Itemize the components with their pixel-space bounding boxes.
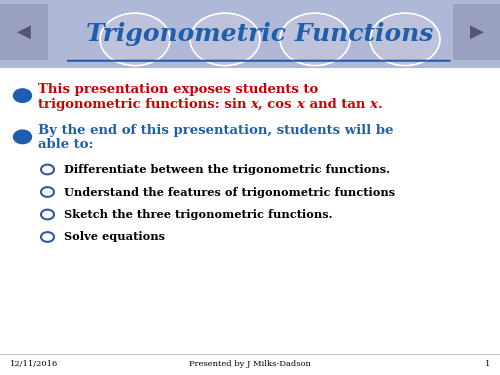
Text: Understand the features of trigonometric functions: Understand the features of trigonometric… [64,186,395,198]
Text: Differentiate between the trigonometric functions.: Differentiate between the trigonometric … [64,164,390,175]
Text: .: . [378,98,382,111]
Circle shape [100,13,170,66]
FancyBboxPatch shape [452,4,500,60]
Text: Trigonometric Functions: Trigonometric Functions [86,22,434,46]
Circle shape [280,13,350,66]
Circle shape [190,13,260,66]
Text: x: x [296,98,304,111]
Circle shape [14,130,32,144]
Text: This presentation exposes students to: This presentation exposes students to [38,83,318,96]
Text: , cos: , cos [258,98,296,111]
Text: and tan: and tan [304,98,370,111]
Text: trigonometric functions: sin: trigonometric functions: sin [38,98,250,111]
Text: Solve equations: Solve equations [64,231,165,243]
Text: able to:: able to: [38,138,93,151]
FancyBboxPatch shape [0,0,500,68]
Circle shape [14,89,32,102]
Text: 1: 1 [484,360,490,368]
Text: x: x [370,98,378,111]
Circle shape [370,13,440,66]
Text: ◀: ◀ [16,23,30,41]
Text: 12/11/2016: 12/11/2016 [10,360,58,368]
FancyBboxPatch shape [0,4,48,60]
Text: x: x [250,98,258,111]
Text: ▶: ▶ [470,23,484,41]
Text: Sketch the three trigonometric functions.: Sketch the three trigonometric functions… [64,209,332,220]
Text: Presented by J Milks-Dadson: Presented by J Milks-Dadson [189,360,311,368]
Text: By the end of this presentation, students will be: By the end of this presentation, student… [38,124,393,137]
